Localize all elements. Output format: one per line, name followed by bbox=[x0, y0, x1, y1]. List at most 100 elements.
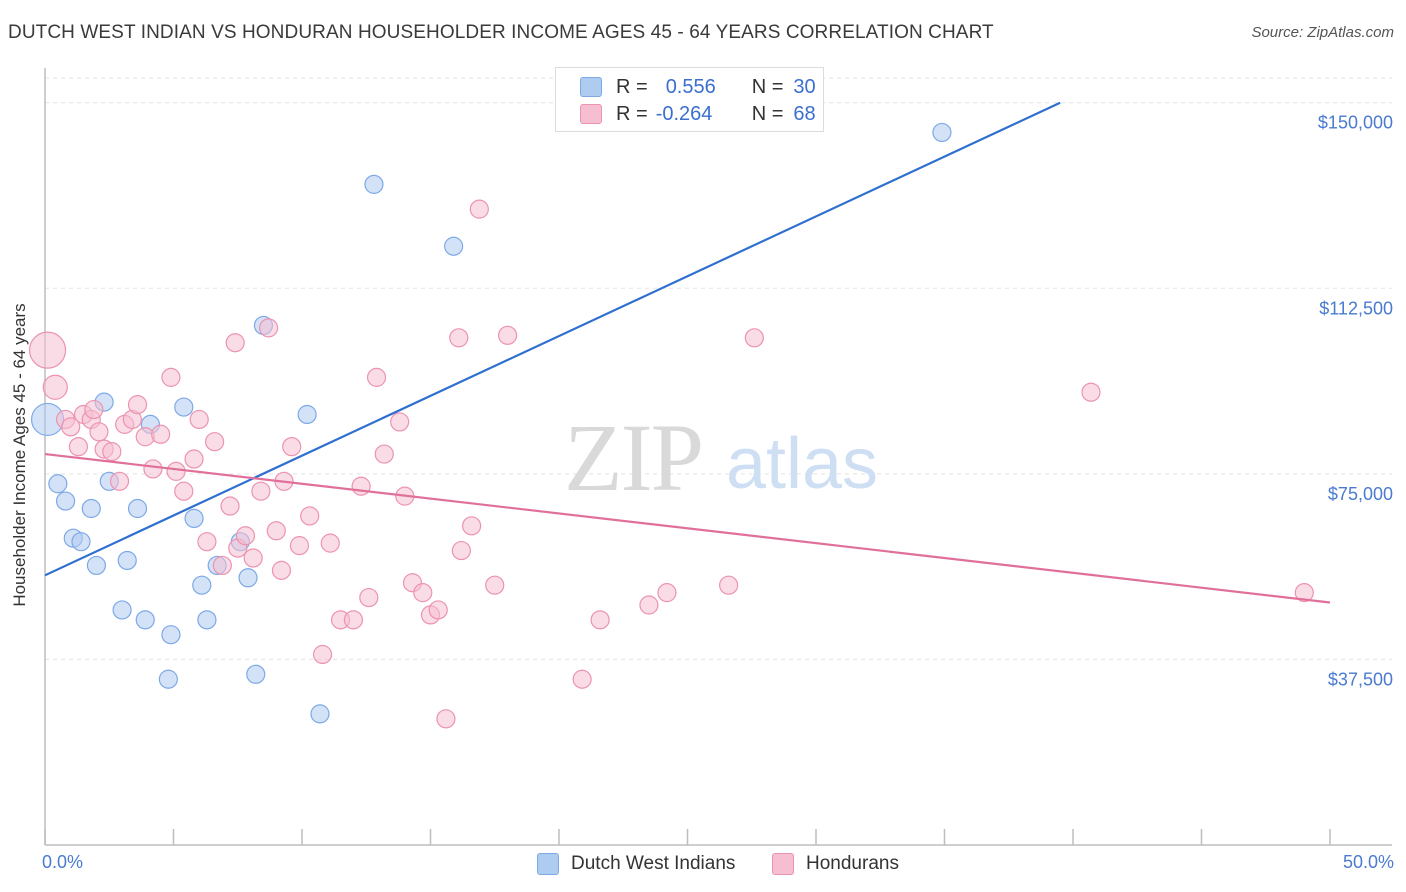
trend-lines bbox=[44, 101, 1331, 604]
dutch-point bbox=[184, 508, 204, 529]
honduran-point bbox=[166, 461, 186, 481]
correlation-legend: R = 0.556 N = 30 R = -0.264 N = 68 bbox=[555, 67, 824, 132]
legend-swatch-dutch bbox=[580, 77, 602, 97]
honduran-point bbox=[572, 669, 592, 689]
honduran-point bbox=[189, 409, 209, 430]
honduran-point bbox=[1081, 382, 1101, 402]
honduran-point bbox=[42, 374, 68, 400]
dutch-point bbox=[112, 600, 132, 620]
honduran-point bbox=[300, 506, 320, 526]
legend-r-value: -0.264 bbox=[655, 102, 713, 125]
honduran-point bbox=[143, 459, 163, 479]
honduran-point bbox=[28, 331, 67, 369]
honduran-point bbox=[282, 437, 302, 457]
honduran-point bbox=[312, 644, 333, 665]
dutch-point bbox=[55, 491, 76, 511]
honduran-point bbox=[436, 709, 456, 729]
honduran-point bbox=[359, 587, 379, 608]
honduran-point bbox=[61, 417, 81, 437]
honduran-point bbox=[320, 533, 340, 553]
dutch-point bbox=[127, 498, 148, 519]
x-axis-max-label: 50.0% bbox=[1342, 852, 1394, 872]
honduran-point bbox=[590, 610, 610, 630]
legend-n-value: 68 bbox=[793, 102, 816, 125]
legend-swatch-honduran bbox=[580, 104, 602, 124]
y-tick-label: $150,000 bbox=[1318, 113, 1393, 133]
watermark-atlas: atlas bbox=[726, 424, 878, 504]
legend-r-label: R = bbox=[616, 75, 648, 98]
honduran-point bbox=[657, 583, 677, 603]
honduran-point bbox=[449, 328, 469, 348]
y-tick-label: $37,500 bbox=[1328, 669, 1393, 689]
honduran-point bbox=[374, 444, 394, 464]
honduran-point bbox=[719, 575, 739, 595]
legend-row-honduran: R = -0.264 N = 68 bbox=[580, 101, 816, 127]
honduran-point bbox=[212, 555, 232, 576]
dutch-point bbox=[310, 704, 330, 724]
dutch-point bbox=[81, 498, 101, 519]
honduran-trend-line bbox=[44, 452, 1331, 604]
honduran-point bbox=[413, 583, 433, 603]
honduran-point bbox=[498, 325, 518, 345]
honduran-point bbox=[243, 548, 263, 568]
honduran-point bbox=[127, 394, 148, 415]
axes bbox=[44, 68, 1392, 846]
honduran-point bbox=[343, 610, 363, 630]
honduran-point bbox=[469, 199, 489, 219]
bottom-legend-label-honduran: Hondurans bbox=[806, 853, 899, 874]
honduran-point bbox=[84, 399, 104, 420]
honduran-point bbox=[639, 595, 659, 615]
dutch-point bbox=[135, 610, 155, 630]
honduran-point bbox=[351, 476, 371, 496]
honduran-point bbox=[266, 521, 286, 541]
legend-n-label: N = bbox=[751, 102, 784, 125]
source-note: Source: ZipAtlas.com bbox=[1251, 24, 1394, 41]
dutch-point bbox=[174, 397, 194, 417]
dutch-point bbox=[86, 555, 107, 576]
honduran-point bbox=[235, 526, 256, 546]
honduran-point bbox=[451, 540, 471, 561]
honduran-point bbox=[102, 442, 122, 462]
chart-title: DUTCH WEST INDIAN VS HONDURAN HOUSEHOLDE… bbox=[8, 22, 994, 43]
honduran-point bbox=[258, 318, 279, 338]
dutch-point bbox=[364, 174, 384, 194]
honduran-point bbox=[68, 437, 89, 457]
dutch-point bbox=[932, 122, 952, 143]
honduran-point bbox=[220, 496, 240, 516]
honduran-point bbox=[151, 424, 171, 444]
dutch-trend-line bbox=[44, 101, 1061, 577]
honduran-point bbox=[89, 422, 109, 442]
watermark-zip: ZIP bbox=[564, 404, 702, 511]
bottom-legend-swatch-honduran bbox=[772, 853, 794, 875]
dutch-point bbox=[197, 610, 217, 630]
dutch-point bbox=[246, 664, 266, 684]
dutch-point bbox=[297, 404, 317, 425]
legend-n-label: N = bbox=[751, 75, 784, 98]
honduran-point bbox=[289, 536, 310, 556]
honduran-point bbox=[390, 412, 410, 432]
dutch-point bbox=[192, 575, 212, 595]
watermark: ZIP atlas bbox=[564, 404, 878, 511]
dutch-point bbox=[158, 669, 178, 689]
bottom-legend-swatch-dutch bbox=[537, 853, 559, 875]
dutch-point bbox=[71, 532, 91, 552]
honduran-point bbox=[1294, 583, 1314, 603]
honduran-point bbox=[184, 449, 204, 469]
honduran-point bbox=[197, 532, 217, 552]
honduran-point bbox=[744, 328, 764, 348]
y-tick-labels: $37,500 $75,000 $112,500 $150,000 bbox=[1318, 113, 1393, 690]
legend-n-value: 30 bbox=[793, 75, 816, 98]
honduran-point bbox=[225, 333, 245, 353]
bottom-legend-dutch: Dutch West Indians bbox=[537, 851, 735, 877]
honduran-point bbox=[366, 367, 387, 387]
dutch-point bbox=[444, 236, 464, 256]
honduran-point bbox=[428, 600, 448, 620]
honduran-point bbox=[251, 481, 271, 501]
x-axis-min-label: 0.0% bbox=[42, 852, 84, 872]
honduran-point bbox=[161, 367, 181, 387]
honduran-point bbox=[271, 560, 292, 580]
bottom-legend-label-dutch: Dutch West Indians bbox=[571, 853, 736, 874]
honduran-point bbox=[174, 481, 194, 501]
legend-r-label: R = bbox=[616, 102, 648, 125]
dutch-point bbox=[161, 625, 181, 645]
